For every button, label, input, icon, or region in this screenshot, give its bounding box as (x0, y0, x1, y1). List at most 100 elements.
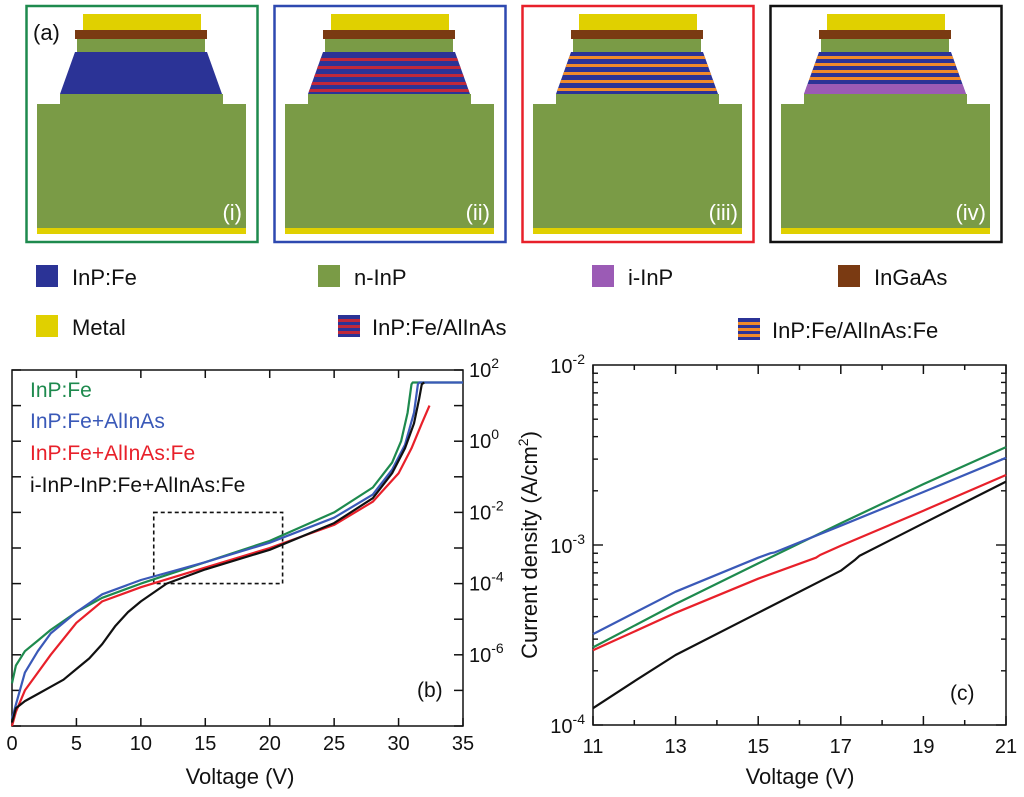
legend-label: InP:Fe/AlInAs:Fe (772, 318, 938, 343)
contact-layer (323, 30, 455, 39)
legend-item: Metal (36, 315, 126, 340)
legend-item: n-InP (318, 265, 407, 290)
legend-swatch-inp-fe (36, 265, 58, 287)
x-tick-label: 19 (912, 736, 934, 758)
y-tick-label: 10-3 (550, 531, 585, 558)
legend-swatch-inp-fe-alinas-fe (738, 318, 760, 340)
y-tick-label: 102 (469, 355, 499, 382)
series-line-inp-fe-alinas (10, 381, 463, 720)
x-tick-label: 0 (6, 733, 17, 755)
series-line-i-inp-inp-fe-alinas-fe (10, 381, 425, 723)
i-inp-layer (804, 84, 966, 94)
legend-swatch-inp-fe-alinas (338, 315, 360, 337)
legend-swatch-metal (36, 315, 58, 337)
alinas-fe-stripe (814, 63, 956, 66)
x-tick-label: 10 (130, 733, 152, 755)
legend-swatch-n-inp (318, 265, 340, 287)
top-metal (579, 14, 697, 30)
top-metal (331, 14, 449, 30)
panel-c-ticks: 11 13 15 17 19 21 10-2 10-3 10-4 (550, 351, 1017, 758)
panel-b-series (10, 381, 463, 727)
alinas-stripe (308, 89, 470, 92)
series-line-inp-fe-alinas-fe (10, 405, 431, 727)
device-panel-label: (i) (222, 200, 242, 225)
top-cladding (821, 39, 949, 52)
legend-item: InGaAs (838, 265, 947, 290)
top-cladding (573, 39, 701, 52)
panel-c-x-axis-label: Voltage (V) (746, 764, 855, 789)
legend-label: Metal (72, 315, 126, 340)
legend-swatch-ingaas (838, 265, 860, 287)
x-tick-label: 17 (830, 736, 852, 758)
bottom-metal (37, 228, 246, 234)
legend-label: n-InP (354, 265, 407, 290)
device-panel: (iv) (769, 4, 1003, 244)
panel-c-label: (c) (950, 682, 975, 705)
x-tick-label: 30 (387, 733, 409, 755)
panel-b-ticks: 0 5 10 15 20 25 30 35 102 100 10-2 10-4 10-6 (6, 355, 503, 755)
series-line-inp-fe (592, 446, 1007, 649)
y-tick-label: 10-2 (550, 351, 585, 378)
blocking-layer (60, 52, 222, 94)
zoom-box-rect (152, 511, 284, 585)
panel-b: 0 5 10 15 20 25 30 35 102 100 10-2 10-4 10-6 InP:Fe … (6, 355, 503, 789)
x-tick-label: 13 (664, 736, 686, 758)
x-tick-label: 15 (194, 733, 216, 755)
legend-item: InP:Fe/AlInAs (338, 315, 507, 340)
x-tick-label: 20 (259, 733, 281, 755)
series-line-inp-fe-alinas-fe (592, 473, 1007, 652)
legend-entry-i-inp: i-InP-InP:Fe+AlInAs:Fe (30, 474, 245, 497)
legend-item: InP:Fe (36, 265, 137, 290)
x-tick-label: 21 (995, 736, 1017, 758)
alinas-fe-stripe (816, 56, 954, 59)
device-panel-label: (iii) (709, 200, 738, 225)
material-legend: InP:Fe n-InP i-InP InGaAs Metal InP:Fe/A… (36, 265, 947, 343)
alinas-stripe (319, 58, 459, 61)
top-cladding (325, 39, 453, 52)
series-line-inp-fe-alinas (592, 456, 1007, 636)
alinas-stripe (311, 82, 467, 85)
substrate (533, 94, 742, 232)
panel-b-label: (b) (417, 679, 443, 702)
legend-label: InP:Fe (72, 265, 137, 290)
contact-layer (571, 30, 703, 39)
series-line-inp-fe (10, 381, 463, 684)
legend-item: i-InP (592, 265, 673, 290)
y-tick-label: 10-4 (469, 569, 504, 596)
bottom-metal (285, 228, 494, 234)
y-tick-label: 10-6 (469, 640, 504, 667)
panel-b-legend: InP:Fe InP:Fe+AlInAs InP:Fe+AlInAs:Fe i-… (30, 379, 245, 497)
top-metal (83, 14, 201, 30)
panel-b-x-axis-label: Voltage (V) (186, 764, 295, 789)
legend-entry-inp-fe-alinas-fe: InP:Fe+AlInAs:Fe (30, 442, 195, 465)
legend-swatch-i-inp (592, 265, 614, 287)
alinas-fe-stripe (811, 70, 959, 73)
series-line-i-inp-inp-fe-alinas-fe (592, 480, 1007, 710)
bottom-metal (533, 228, 742, 234)
x-tick-label: 25 (323, 733, 345, 755)
contact-layer (819, 30, 951, 39)
device-panel: (i) (25, 4, 259, 244)
alinas-fe-stripe (559, 80, 715, 83)
legend-label: InGaAs (874, 265, 947, 290)
device-panel-label: (ii) (466, 200, 490, 225)
alinas-fe-stripe (557, 88, 717, 91)
substrate (781, 94, 990, 232)
device-panel: (ii) (273, 4, 507, 244)
substrate (285, 94, 494, 232)
legend-label: i-InP (628, 265, 673, 290)
legend-item: InP:Fe/AlInAs:Fe (738, 318, 938, 343)
panel-c: 11 13 15 17 19 21 10-2 10-3 10-4 (c) Voltage (V)… (515, 351, 1017, 789)
alinas-fe-stripe (809, 77, 961, 80)
substrate (37, 94, 246, 232)
panel-a-label: (a) (33, 20, 60, 45)
panel-c-frame (592, 364, 1007, 726)
x-tick-label: 15 (747, 736, 769, 758)
top-metal (827, 14, 945, 30)
x-tick-label: 35 (452, 733, 474, 755)
legend-entry-inp-fe: InP:Fe (30, 379, 92, 402)
contact-layer (75, 30, 207, 39)
bottom-metal (781, 228, 990, 234)
legend-label: InP:Fe/AlInAs (372, 315, 507, 340)
panel-a: (i) (ii) (iii) (iv) (a) (25, 4, 1003, 244)
